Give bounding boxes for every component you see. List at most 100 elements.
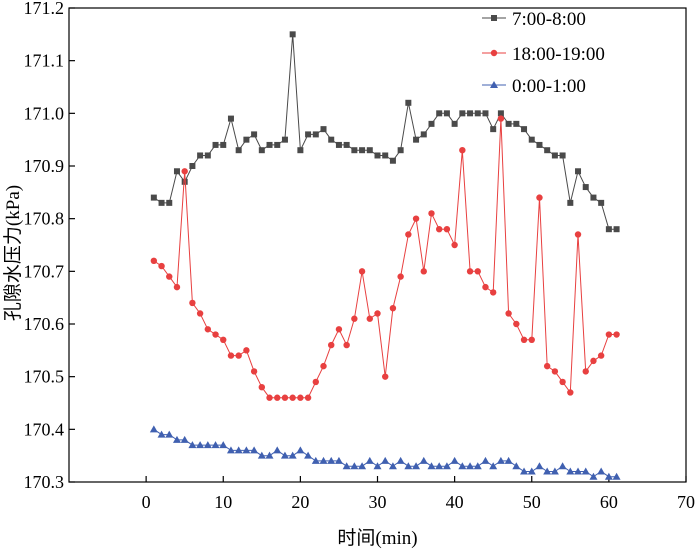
- data-point: [551, 368, 559, 375]
- data-point: [274, 141, 281, 148]
- x-tick-label: 30: [369, 492, 387, 512]
- data-point: [558, 462, 567, 470]
- data-point: [543, 467, 552, 475]
- data-point: [188, 441, 197, 449]
- data-point: [288, 451, 297, 459]
- data-point: [559, 152, 566, 159]
- data-point: [227, 115, 234, 122]
- data-point: [373, 462, 382, 470]
- x-tick-label: 0: [142, 492, 151, 512]
- data-point: [297, 394, 304, 401]
- data-point: [413, 136, 420, 143]
- data-point: [428, 120, 435, 127]
- data-point: [227, 352, 235, 359]
- y-tick-label: 171.0: [24, 103, 65, 123]
- y-axis-title: 孔隙水压力(kPa): [2, 185, 24, 321]
- x-tick-label: 70: [677, 492, 695, 512]
- data-point: [381, 456, 390, 464]
- data-point: [597, 467, 606, 475]
- data-point: [466, 462, 475, 470]
- data-point: [405, 231, 412, 238]
- data-point: [343, 341, 350, 349]
- data-point: [405, 99, 412, 106]
- data-point: [567, 389, 574, 396]
- data-point: [358, 268, 366, 275]
- data-point: [597, 352, 605, 359]
- data-point: [211, 441, 220, 449]
- data-point: [172, 435, 181, 443]
- data-point: [328, 341, 335, 349]
- data-point: [304, 394, 312, 401]
- data-point: [490, 49, 498, 57]
- data-point: [258, 384, 266, 391]
- data-point: [504, 456, 513, 464]
- data-point: [442, 462, 451, 470]
- data-point: [358, 462, 367, 470]
- data-point: [497, 115, 505, 122]
- data-point: [527, 467, 536, 475]
- data-point: [181, 178, 188, 185]
- data-point: [327, 456, 336, 464]
- y-tick-label: 170.6: [24, 314, 65, 334]
- data-point: [512, 462, 521, 470]
- data-point: [490, 81, 498, 88]
- data-point: [513, 120, 520, 127]
- data-point: [166, 273, 173, 280]
- data-point: [351, 315, 358, 322]
- data-point: [513, 320, 520, 328]
- data-point: [582, 368, 589, 375]
- x-axis: 0 10 20 30 40 50 60 70: [142, 476, 695, 512]
- data-point: [220, 141, 227, 148]
- data-point: [443, 110, 450, 117]
- data-point: [359, 147, 366, 154]
- legend: 7:00-8:00 18:00-19:00 0:00-1:00: [482, 9, 605, 97]
- data-point: [281, 394, 289, 401]
- data-point: [575, 168, 582, 175]
- data-point: [451, 241, 458, 249]
- data-point: [304, 451, 313, 459]
- data-point: [412, 462, 421, 470]
- data-point: [243, 347, 250, 354]
- data-point: [567, 199, 574, 206]
- y-axis: 170.3 170.4 170.5 170.6 170.7 170.8 170.9 171.0…: [24, 0, 75, 492]
- y-tick-label: 170.9: [24, 156, 65, 176]
- y-tick-label: 170.5: [24, 367, 65, 387]
- data-point: [505, 310, 512, 317]
- data-point: [458, 462, 467, 470]
- data-point: [257, 451, 266, 459]
- data-point: [365, 456, 374, 464]
- data-point: [312, 131, 319, 138]
- data-point: [389, 157, 396, 164]
- data-point: [366, 147, 373, 154]
- data-point: [220, 336, 227, 343]
- data-point: [450, 456, 459, 464]
- data-point: [451, 120, 458, 127]
- data-point: [157, 430, 166, 438]
- data-point: [342, 462, 351, 470]
- data-point: [243, 136, 250, 143]
- data-point: [181, 168, 188, 175]
- data-point: [250, 446, 259, 454]
- series-layer: [149, 31, 621, 480]
- data-point: [158, 199, 165, 206]
- data-point: [305, 131, 312, 138]
- data-point: [412, 215, 420, 222]
- data-point: [281, 136, 288, 143]
- data-point: [397, 273, 404, 280]
- x-tick-label: 60: [600, 492, 618, 512]
- data-point: [459, 110, 466, 117]
- data-point: [473, 462, 482, 470]
- data-point: [605, 331, 613, 338]
- y-tick-label: 171.1: [24, 51, 65, 71]
- data-point: [435, 462, 444, 470]
- legend-label: 7:00-8:00: [512, 9, 586, 30]
- data-point: [158, 262, 165, 270]
- data-point: [396, 456, 405, 464]
- data-point: [474, 110, 481, 117]
- data-point: [466, 268, 474, 275]
- data-point: [551, 152, 558, 159]
- data-point: [328, 136, 335, 143]
- data-point: [613, 226, 620, 233]
- data-point: [212, 141, 219, 148]
- legend-item: 7:00-8:00: [482, 9, 586, 30]
